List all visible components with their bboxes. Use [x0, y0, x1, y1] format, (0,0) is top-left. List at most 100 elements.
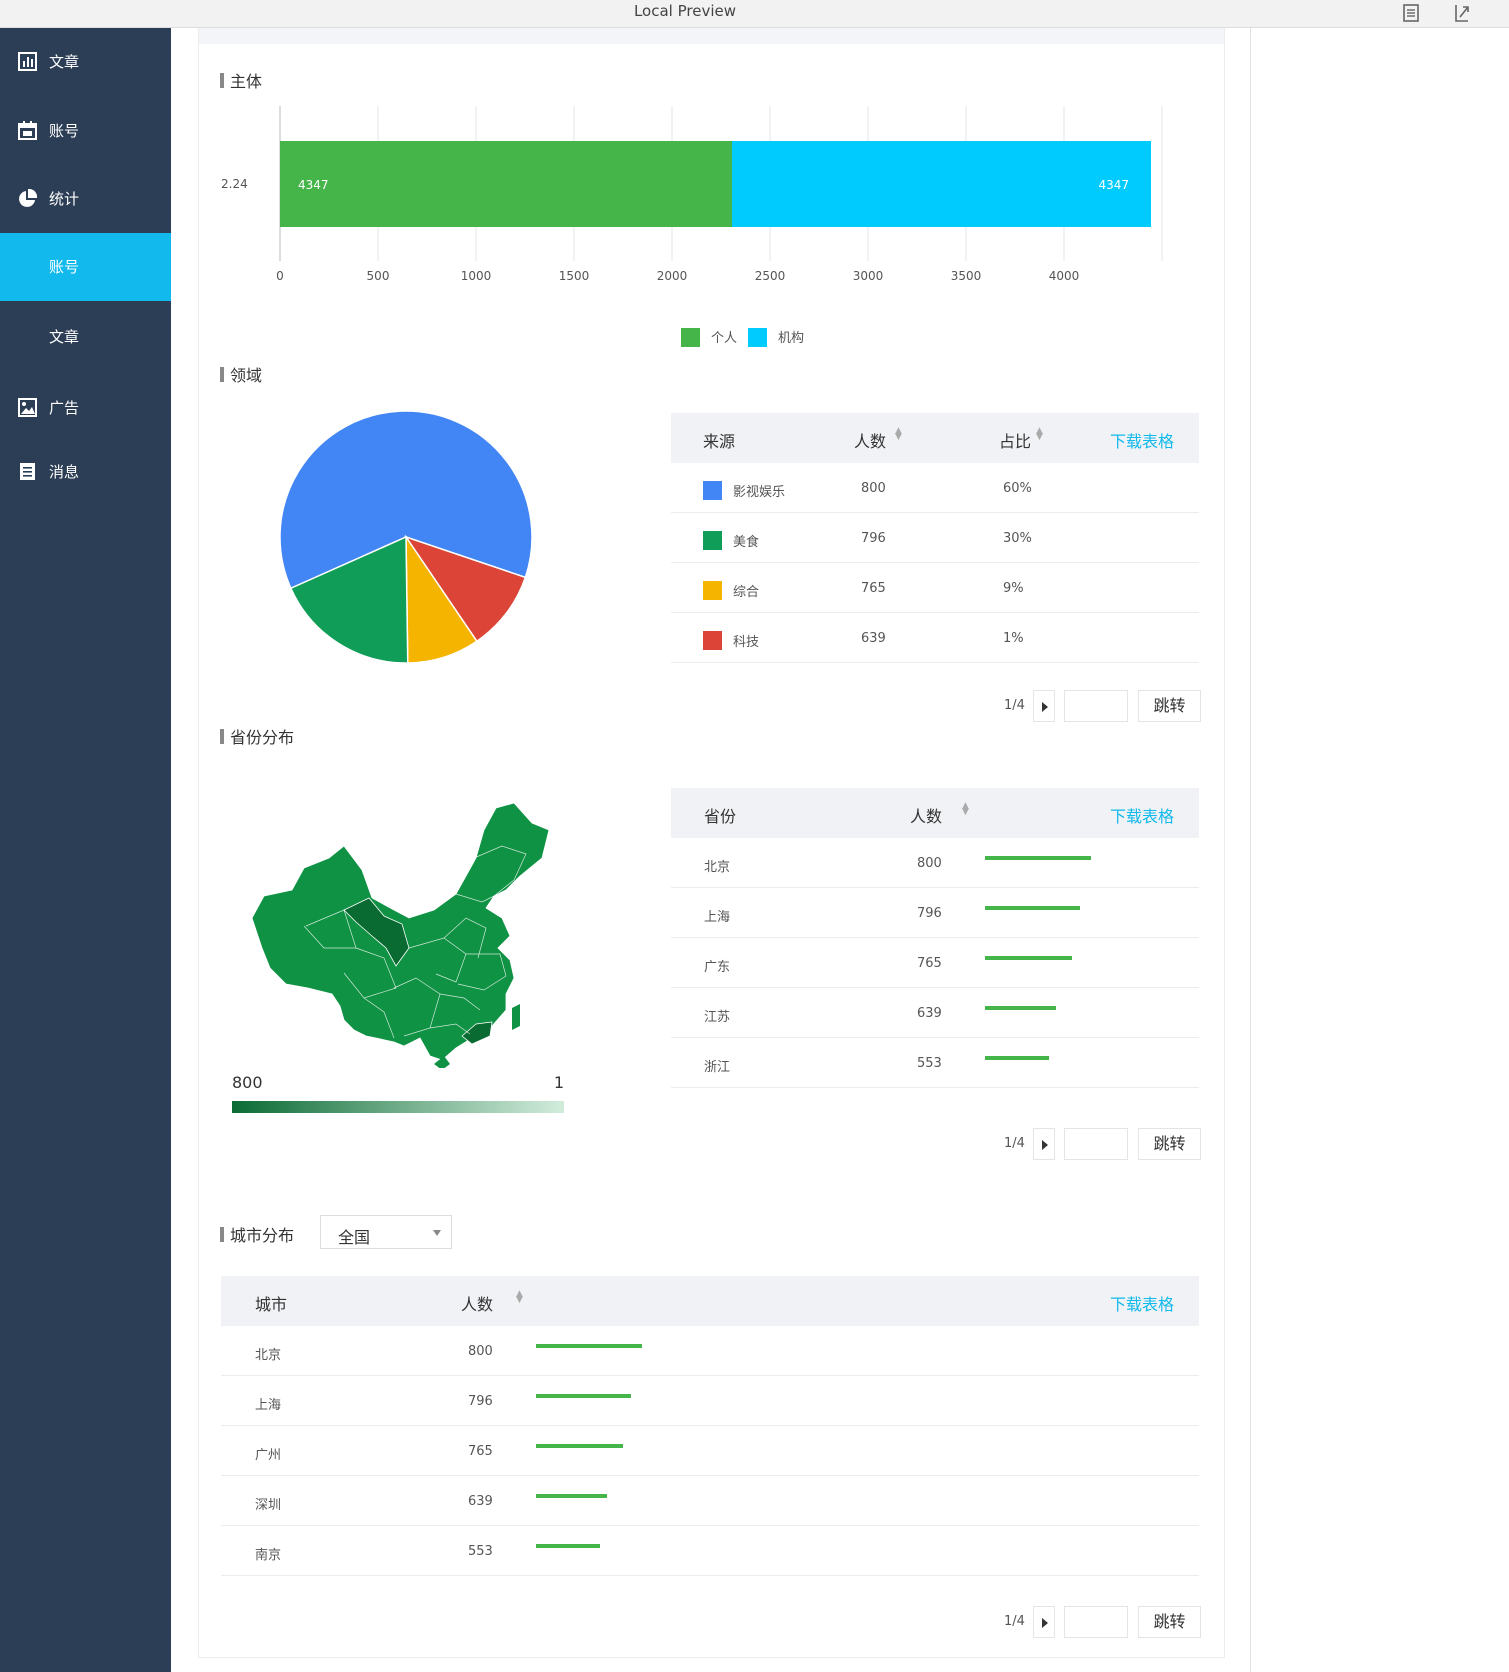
x-tick-label: 3000 [853, 269, 884, 283]
row-name: 深圳 [255, 1498, 282, 1513]
row-count: 639 [917, 1006, 942, 1021]
region-select[interactable]: 全国 [320, 1215, 452, 1249]
section-title-province: 省份分布 [220, 724, 294, 748]
sort-icon[interactable]: ▲ ▼ [962, 801, 969, 817]
row-name: 北京 [704, 860, 731, 875]
download-table-link[interactable]: 下载表格 [1110, 807, 1175, 826]
row-name: 科技 [733, 635, 760, 650]
sort-icon[interactable]: ▲ ▼ [516, 1289, 523, 1305]
row-count: 765 [917, 956, 942, 971]
legend-max-label: 800 [232, 1073, 263, 1092]
pie-slice-technology[interactable] [404, 535, 527, 643]
top-strip [199, 28, 1224, 44]
download-table-link[interactable]: 下载表格 [1110, 1295, 1175, 1314]
sort-icon[interactable]: ▲ ▼ [1036, 426, 1043, 442]
province-pager: 1/4 跳转 [1004, 1128, 1204, 1160]
sidebar-item-articles[interactable]: 文章 [0, 28, 171, 96]
sort-icon[interactable]: ▲ ▼ [895, 426, 902, 442]
domain-pager: 1/4 跳转 [1004, 690, 1204, 722]
row-ratio: 1% [1003, 631, 1024, 646]
sidebar-item-messages[interactable]: 消息 [0, 438, 171, 506]
section-title-city: 城市分布 [220, 1222, 294, 1246]
count-bar [536, 1394, 631, 1398]
sidebar-subitem-accounts[interactable]: 账号 [0, 233, 171, 301]
section-title-subject: 主体 [220, 68, 262, 92]
sidebar-item-ads[interactable]: 广告 [0, 374, 171, 442]
domain-table-row: 综合 765 9% [671, 563, 1199, 613]
col-count[interactable]: 人数 [461, 1295, 494, 1314]
col-count[interactable]: 人数 [910, 807, 943, 826]
city-table-row: 南京 553 [221, 1526, 1199, 1576]
sidebar-item-label: 账号 [49, 122, 80, 140]
row-ratio: 60% [1003, 481, 1032, 496]
x-tick-label: 3500 [951, 269, 982, 283]
color-swatch [703, 631, 722, 650]
sidebar-item-label: 文章 [49, 328, 80, 346]
jump-button[interactable]: 跳转 [1138, 1606, 1201, 1638]
province-table-header: 省份 人数 ▲ ▼ 下载表格 [671, 788, 1199, 838]
next-page-button[interactable] [1033, 690, 1055, 722]
sidebar-subitem-articles[interactable]: 文章 [0, 303, 171, 371]
china-province-map [251, 802, 550, 1068]
col-province: 省份 [704, 807, 737, 826]
count-bar [536, 1344, 642, 1348]
region-select-value: 全国 [338, 1228, 371, 1247]
main-content: 主体 0 500 1000 1500 2000 2500 3000 3500 4000 2.24 4… [198, 28, 1225, 1658]
page-jump-input[interactable] [1064, 1606, 1128, 1638]
row-ratio: 30% [1003, 531, 1032, 546]
page-indicator: 1/4 [1004, 1614, 1025, 1629]
next-page-button[interactable] [1033, 1606, 1055, 1638]
count-bar [536, 1494, 607, 1498]
bar-chart-icon [18, 52, 37, 71]
row-name: 上海 [704, 910, 731, 925]
row-count: 800 [468, 1344, 493, 1359]
legend-swatch [748, 328, 767, 347]
color-swatch [703, 581, 722, 600]
bar-segment-organization [732, 141, 1151, 227]
domain-table-row: 影视娱乐 800 60% [671, 463, 1199, 513]
row-count: 765 [861, 581, 886, 596]
city-table-row: 北京 800 [221, 1326, 1199, 1376]
row-name: 影视娱乐 [733, 485, 786, 500]
row-count: 796 [917, 906, 942, 921]
next-page-button[interactable] [1033, 1128, 1055, 1160]
legend-label: 个人 [711, 331, 737, 346]
city-table-row: 深圳 639 [221, 1476, 1199, 1526]
jump-button[interactable]: 跳转 [1138, 690, 1201, 722]
col-count[interactable]: 人数 [854, 432, 887, 451]
count-bar [985, 1006, 1056, 1010]
pie-slice-film-entertainment[interactable] [279, 410, 533, 590]
page-indicator: 1/4 [1004, 698, 1025, 713]
jump-button[interactable]: 跳转 [1138, 1128, 1201, 1160]
notes-icon[interactable] [1402, 3, 1420, 23]
row-count: 639 [861, 631, 886, 646]
sidebar-item-accounts[interactable]: 账号 [0, 97, 171, 165]
domain-table-row: 美食 796 30% [671, 513, 1199, 563]
row-count: 765 [468, 1444, 493, 1459]
x-tick-label: 2500 [755, 269, 786, 283]
pie-slice-food[interactable] [289, 535, 409, 664]
count-bar [985, 856, 1091, 860]
count-bar [985, 906, 1080, 910]
count-bar [536, 1544, 600, 1548]
sidebar-item-statistics[interactable]: 统计 [0, 165, 171, 233]
sidebar: 文章 账号 统计 账号 文章 广告 消息 [0, 28, 171, 1672]
pie-chart-icon [19, 189, 37, 207]
col-ratio[interactable]: 占比 [999, 432, 1032, 451]
row-count: 796 [861, 531, 886, 546]
province-table-row: 浙江 553 [671, 1038, 1199, 1088]
row-count: 800 [917, 856, 942, 871]
subject-bar-chart: 0 500 1000 1500 2000 2500 3000 3500 4000 2.24 4347… [221, 106, 1163, 347]
download-table-link[interactable]: 下载表格 [1110, 432, 1175, 451]
row-count: 553 [917, 1056, 942, 1071]
export-icon[interactable] [1453, 3, 1471, 23]
count-bar [985, 1056, 1049, 1060]
page-jump-input[interactable] [1064, 1128, 1128, 1160]
row-count: 639 [468, 1494, 493, 1509]
page-jump-input[interactable] [1064, 690, 1128, 722]
sidebar-item-label: 统计 [49, 190, 80, 208]
x-tick-label: 1000 [461, 269, 492, 283]
province-table-row: 江苏 639 [671, 988, 1199, 1038]
city-table-header: 城市 人数 ▲ ▼ 下载表格 [221, 1276, 1199, 1326]
window-title: Local Preview [633, 2, 737, 20]
